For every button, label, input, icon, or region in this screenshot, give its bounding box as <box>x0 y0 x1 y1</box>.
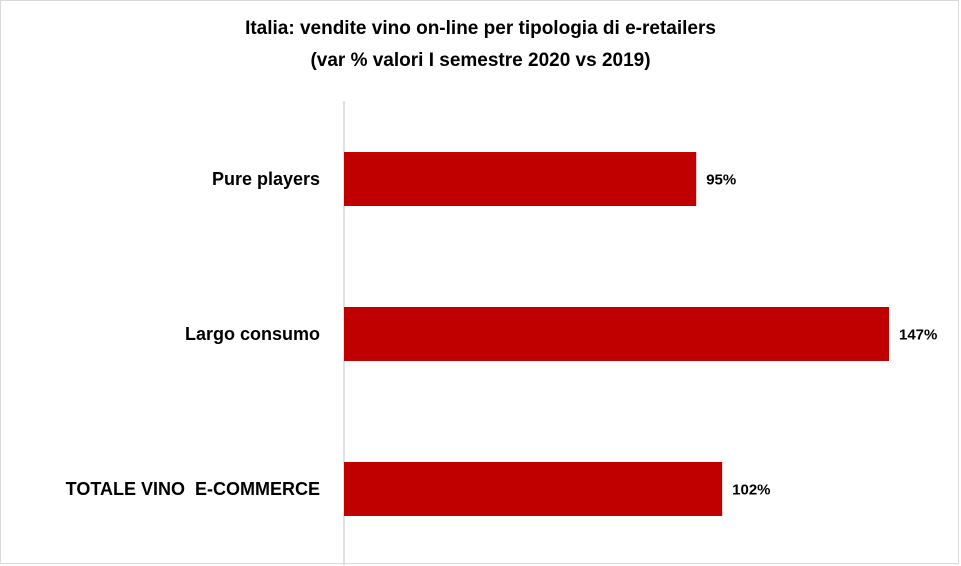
category-label: Pure players <box>212 169 320 189</box>
data-label: 147% <box>899 327 937 344</box>
category-label: TOTALE VINO E-COMMERCE <box>66 479 320 499</box>
bar <box>344 462 723 516</box>
category-label: Largo consumo <box>185 324 320 344</box>
data-label: 102% <box>732 482 770 499</box>
chart-title: Italia: vendite vino on-line per tipolog… <box>245 18 716 39</box>
bar <box>344 307 889 361</box>
data-label: 95% <box>706 172 736 189</box>
chart-subtitle: (var % valori I semestre 2020 vs 2019) <box>310 50 651 71</box>
bar <box>344 152 697 206</box>
